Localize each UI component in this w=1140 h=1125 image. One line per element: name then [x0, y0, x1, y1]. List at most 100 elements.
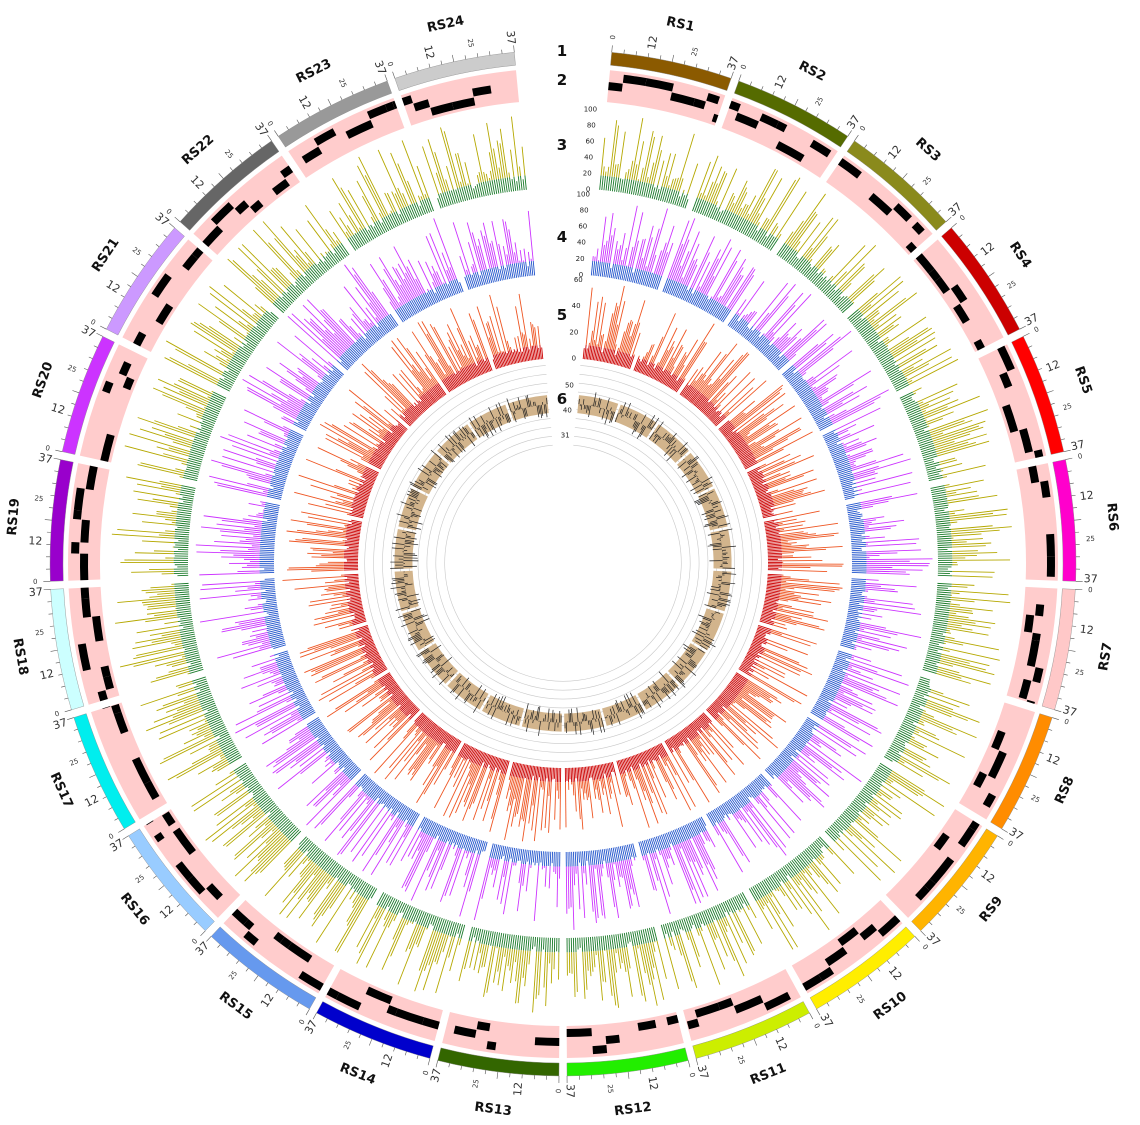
histogram-bar: [320, 309, 354, 345]
histogram-bar: [822, 719, 860, 742]
histogram-bar: [691, 391, 701, 404]
gc-spike: [402, 531, 407, 534]
histogram-bar: [281, 671, 296, 678]
histogram-bar: [770, 632, 811, 647]
histogram-bar: [623, 758, 629, 773]
histogram-bar: [514, 777, 520, 800]
histogram-bar: [850, 312, 862, 323]
histogram-bar: [785, 768, 822, 803]
histogram-bar: [264, 852, 304, 897]
histogram-bar: [649, 184, 654, 199]
histogram-bar: [359, 414, 387, 434]
histogram-bar: [663, 175, 668, 188]
histogram-bar: [678, 192, 684, 207]
histogram-bar: [309, 721, 322, 731]
histogram-bar: [721, 713, 759, 750]
histogram-bar: [623, 932, 628, 948]
histogram-bar: [711, 207, 718, 220]
histogram-bar: [808, 403, 822, 412]
gc-spike: [409, 503, 415, 506]
histogram-bar: [431, 387, 441, 400]
histogram-bar: [694, 292, 702, 306]
histogram-bar: [714, 415, 726, 426]
gc-spike: [515, 716, 519, 725]
histogram-bar: [338, 756, 349, 766]
histogram-bar: [759, 502, 774, 508]
histogram-bar: [398, 804, 405, 813]
histogram-bar: [331, 761, 334, 765]
histogram-bar: [329, 885, 346, 909]
histogram-bar: [730, 703, 773, 739]
histogram-bar: [669, 375, 678, 389]
histogram-bar: [779, 596, 799, 600]
histogram-bar: [387, 685, 400, 695]
histogram-bar: [843, 630, 859, 635]
histogram-bar: [746, 423, 779, 445]
histogram-bar: [271, 393, 301, 411]
histogram-bar: [730, 437, 743, 446]
histogram-bar: [263, 490, 268, 493]
histogram-bar: [766, 537, 781, 540]
gc-spike: [432, 668, 444, 679]
histogram-bar: [816, 387, 829, 397]
histogram-bar: [777, 608, 814, 617]
gc-spike: [436, 667, 443, 673]
histogram-bar: [742, 328, 750, 337]
histogram-bar: [307, 873, 330, 902]
histogram-bar: [372, 658, 382, 664]
histogram-bar: [262, 601, 277, 605]
histogram-bar: [348, 546, 359, 549]
histogram-bar: [345, 589, 360, 593]
gc-spike: [706, 633, 710, 636]
histogram-bar: [343, 762, 355, 774]
histogram-bar: [772, 337, 780, 345]
histogram-bar: [735, 392, 781, 428]
gc-spike: [722, 573, 737, 575]
histogram-bar: [407, 831, 422, 857]
histogram-bar: [838, 690, 844, 694]
histogram-bar: [822, 401, 829, 406]
histogram-bar: [592, 261, 596, 276]
histogram-bar: [684, 287, 692, 302]
histogram-bar: [656, 744, 664, 758]
histogram-bar: [813, 411, 827, 420]
histogram-bar: [750, 645, 764, 652]
histogram-bar: [333, 663, 369, 683]
histogram-bar: [651, 927, 656, 942]
gc-spike: [677, 442, 688, 453]
histogram-bar: [682, 384, 692, 397]
histogram-bar: [404, 410, 416, 422]
histogram-bar: [817, 857, 841, 885]
histogram-bar: [380, 440, 393, 450]
histogram-bar: [833, 699, 836, 701]
gc-spike: [486, 700, 489, 704]
histogram-bar: [425, 367, 437, 385]
histogram-bar: [724, 916, 747, 964]
histogram-bar: [891, 374, 905, 383]
histogram-bar: [577, 781, 581, 820]
histogram-bar: [426, 927, 428, 930]
gc-spike: [718, 523, 730, 527]
histogram-bar: [360, 479, 374, 486]
histogram-bar: [286, 446, 297, 452]
histogram-bar: [467, 242, 478, 272]
histogram-bar: [276, 659, 291, 665]
histogram-bar: [287, 438, 300, 445]
histogram-bar: [848, 515, 863, 519]
histogram-bar: [422, 720, 432, 732]
histogram-bar: [842, 681, 898, 707]
histogram-bar: [842, 635, 857, 641]
histogram-bar: [592, 865, 599, 918]
histogram-bar: [811, 843, 822, 855]
histogram-bar: [860, 495, 892, 504]
histogram-bar: [902, 399, 913, 405]
histogram-bar: [885, 779, 892, 784]
histogram-bar: [789, 373, 801, 384]
histogram-bar: [760, 236, 767, 245]
histogram-bar: [371, 663, 385, 672]
histogram-bar: [767, 573, 782, 576]
gc-spike: [666, 437, 672, 443]
histogram-bar: [752, 886, 761, 899]
histogram-bar: [429, 743, 441, 760]
histogram-bar: [299, 353, 326, 375]
